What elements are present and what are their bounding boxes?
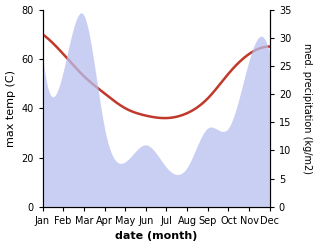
X-axis label: date (month): date (month) (115, 231, 197, 242)
Y-axis label: max temp (C): max temp (C) (5, 70, 16, 147)
Y-axis label: med. precipitation (kg/m2): med. precipitation (kg/m2) (302, 43, 313, 174)
